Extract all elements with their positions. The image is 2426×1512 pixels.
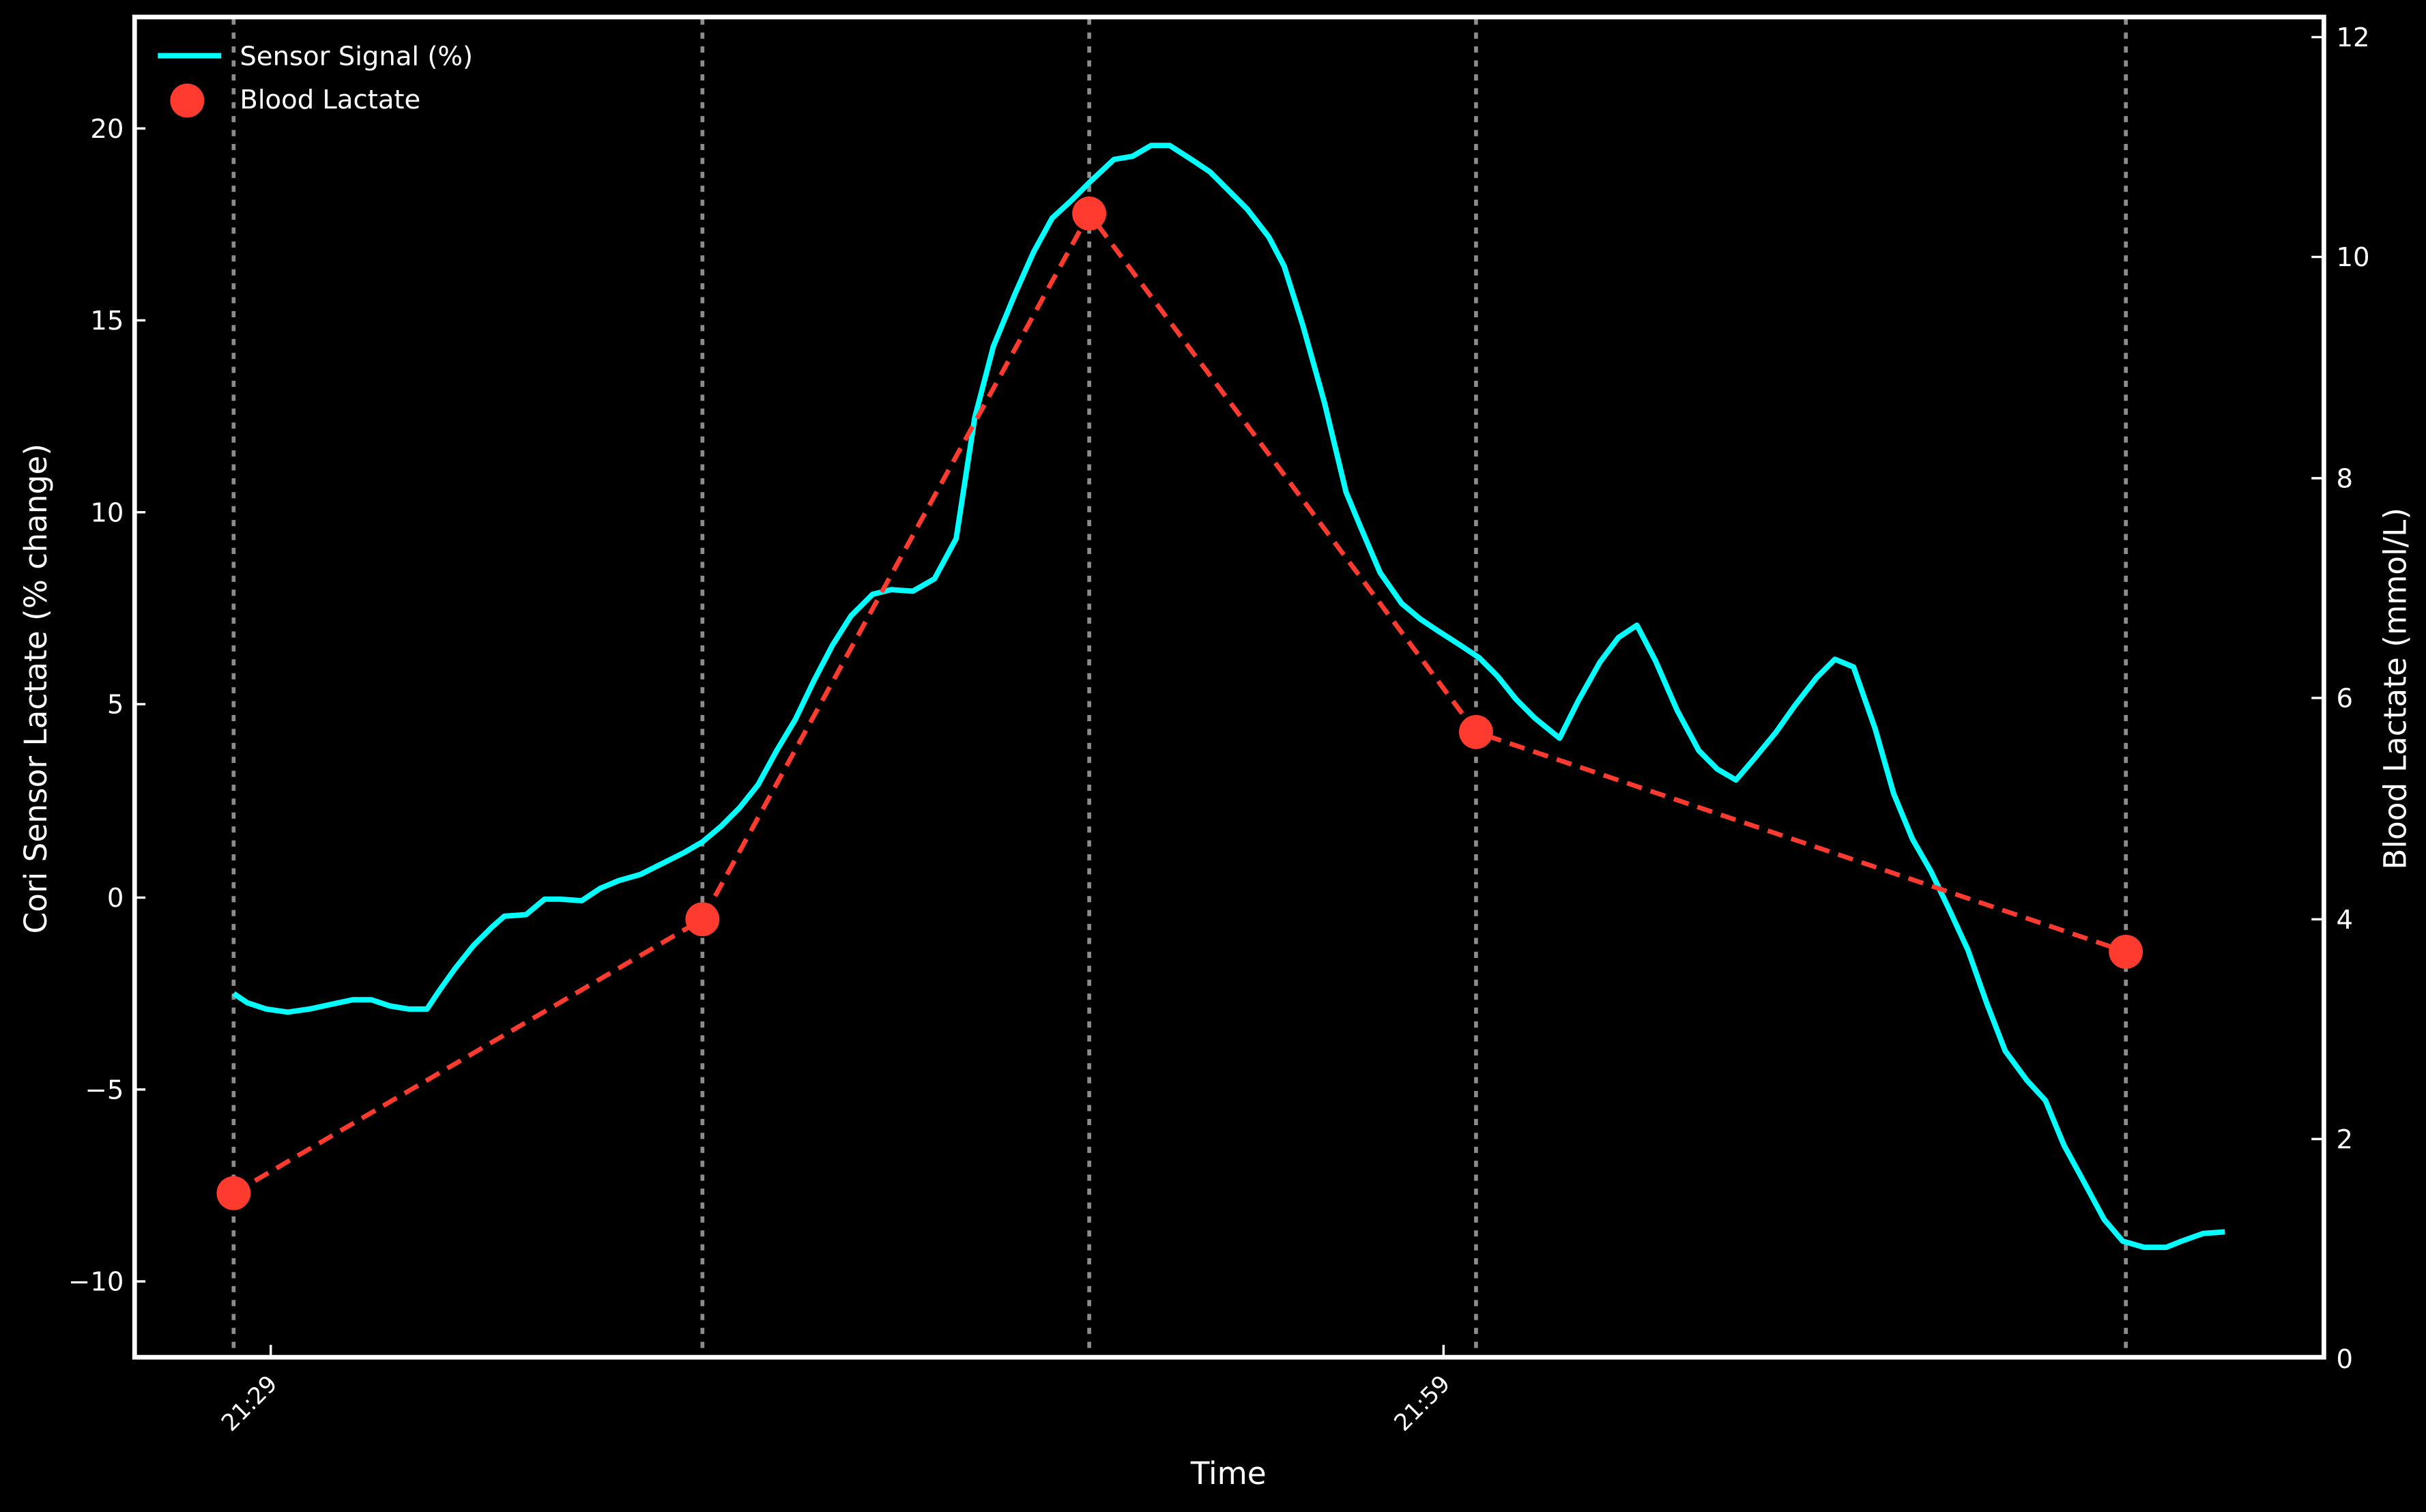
left-tick-label: −10: [68, 1267, 124, 1298]
blood-lactate-point: [1458, 714, 1493, 749]
legend-label-blood: Blood Lactate: [240, 85, 420, 115]
right-axis: [2311, 35, 2323, 1141]
right-tick-label: 0: [2337, 1344, 2354, 1375]
vertical-markers: [231, 18, 2128, 1356]
x-axis: [270, 1345, 1445, 1356]
right-tick-label: 2: [2337, 1124, 2354, 1155]
right-tick-label: 8: [2337, 463, 2354, 494]
right-tick-labels: 12 10 8 6 4 2 0: [2337, 23, 2370, 1375]
blood-lactate-point: [1072, 197, 1107, 231]
left-axis-label: Cori Sensor Lactate (% change): [18, 444, 54, 933]
left-tick-label: 0: [107, 883, 124, 914]
blood-lactate-point: [216, 1176, 251, 1210]
right-tick-label: 12: [2337, 23, 2370, 53]
right-tick-label: 10: [2337, 242, 2370, 273]
blood-lactate-markers: [216, 197, 2143, 1210]
left-tick-label: −5: [85, 1075, 124, 1105]
legend-label-sensor: Sensor Signal (%): [240, 41, 473, 72]
plot-frame: [132, 14, 2326, 1360]
blood-legend-swatch: [170, 83, 205, 118]
left-tick-labels: 20 15 10 5 0 −5 −10: [68, 114, 124, 1298]
left-tick-label: 5: [107, 690, 124, 721]
blood-lactate-point: [2109, 934, 2143, 969]
right-axis-label: Blood Lactate (mmol/L): [2378, 508, 2414, 870]
x-axis-label: Time: [1190, 1455, 1267, 1492]
left-tick-label: 15: [90, 306, 124, 336]
legend: Sensor Signal (%) Blood Lactate: [158, 41, 473, 118]
sensor-signal-line: [232, 143, 2225, 1251]
left-axis: [136, 127, 146, 1283]
blood-lactate-point: [685, 902, 720, 937]
right-tick-label: 6: [2337, 684, 2354, 714]
right-tick-label: 4: [2337, 905, 2354, 935]
left-tick-label: 10: [90, 497, 124, 528]
left-tick-label: 20: [90, 114, 124, 145]
